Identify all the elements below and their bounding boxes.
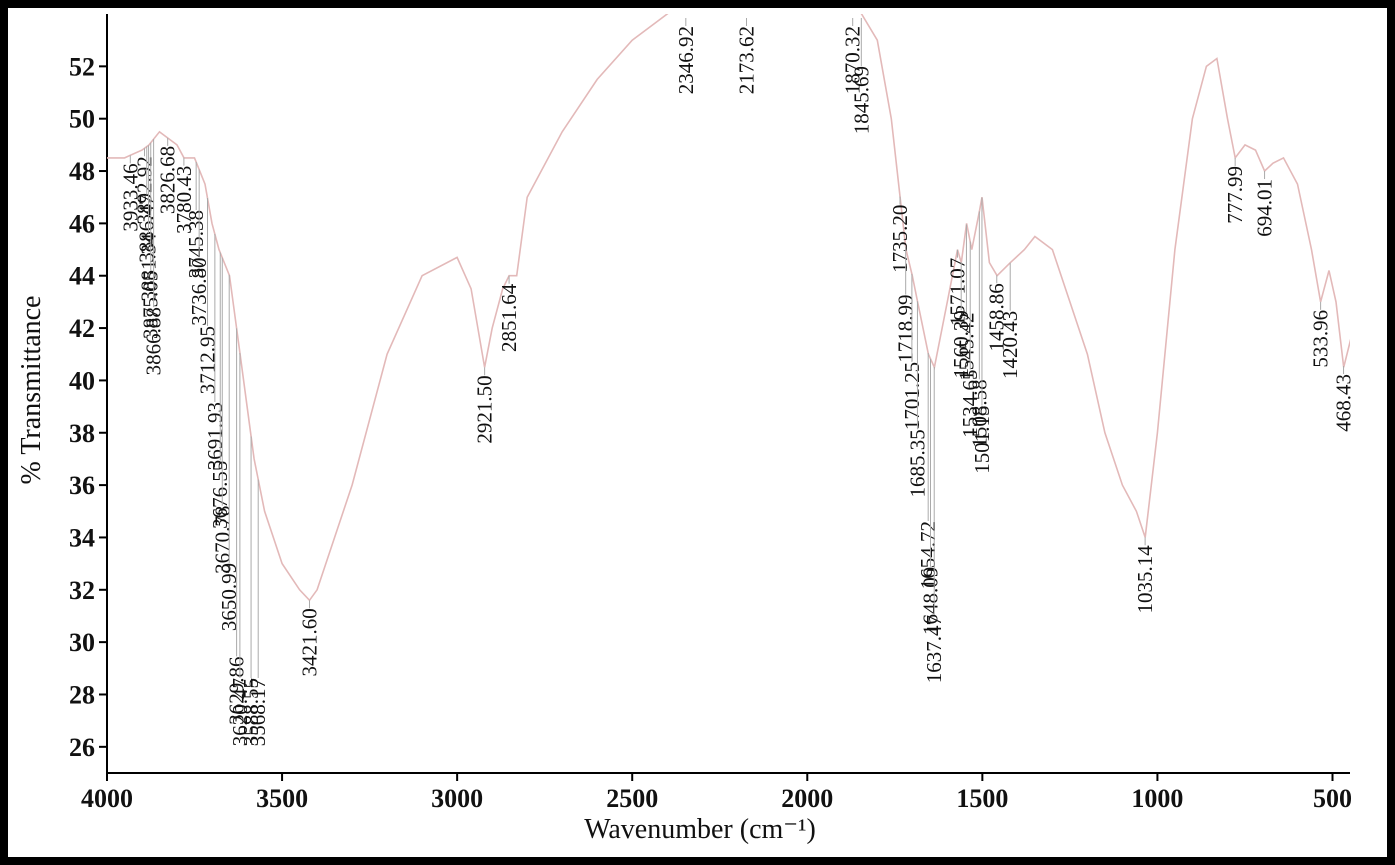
peak-label: 1560.39 [949,310,973,378]
x-tick-label: 1500 [956,784,1008,813]
peak-label: 3691.93 [203,402,227,470]
peak-label: 1654.72 [916,521,940,589]
y-tick-label: 36 [69,471,95,500]
peak-label: 3712.95 [196,326,220,394]
peak-label: 2921.50 [473,375,497,443]
peak-label: 3568.17 [246,678,270,746]
peak-label: 1735.20 [888,205,912,273]
y-tick-label: 28 [69,680,95,709]
peak-label: 2851.64 [497,283,521,352]
x-tick-label: 500 [1313,784,1352,813]
x-tick-label: 1000 [1131,784,1183,813]
peak-label: 3875.05 [139,271,163,339]
peak-label: 3629.86 [225,656,249,724]
peak-label: 777.99 [1223,166,1247,224]
peak-label: 468.43 [1332,374,1356,432]
peak-label: 1701.25 [900,362,924,430]
peak-label: 1685.35 [905,429,929,497]
peak-label: 3650.99 [217,563,241,631]
y-tick-label: 40 [69,366,95,395]
peak-label: 2346.92 [674,26,698,94]
peak-label: 3881.34 [137,233,161,302]
peak-label: 1420.43 [998,311,1022,379]
x-tick-label: 2500 [606,784,658,813]
y-tick-label: 38 [69,419,95,448]
peak-label: 1870.32 [841,26,865,94]
peak-label: 1545.42 [954,312,978,380]
peak-label: 1648.09 [918,567,942,635]
peak-label: 3780.43 [172,166,196,234]
peak-label: 1035.14 [1133,545,1157,614]
y-tick-label: 44 [69,262,95,291]
peak-label: 1508.58 [967,379,991,447]
y-tick-label: 50 [69,105,95,134]
peak-label: 1534.65 [958,369,982,437]
peak-label: 1458.86 [985,283,1009,351]
x-axis-label: Wavenumber (cm⁻¹) [584,814,816,845]
peak-label: 3670.78 [210,506,234,574]
peak-label: 1571.07 [945,258,969,326]
peak-label: 2173.62 [734,26,758,94]
x-tick-label: 3500 [256,784,308,813]
peak-label: 3620.47 [228,678,252,746]
y-tick-label: 52 [69,52,95,81]
peak-label: 3826.68 [156,146,180,214]
peak-label: 1845.69 [849,66,873,134]
peak-label: 694.01 [1253,179,1277,237]
y-tick-label: 46 [69,209,95,238]
y-tick-label: 30 [69,628,95,657]
y-tick-label: 42 [69,314,95,343]
peak-label: 1501.15 [970,405,994,473]
y-tick-label: 34 [69,523,95,552]
peak-label: 1718.99 [894,295,918,363]
peak-label: 3892.92 [132,156,156,224]
peak-label: 3421.60 [298,608,322,676]
peak-label: 533.96 [1309,310,1333,368]
y-axis-label: % Transmittance [16,296,47,485]
peak-label: 3933.46 [118,163,142,231]
y-tick-label: 48 [69,157,95,186]
x-tick-label: 3000 [431,784,483,813]
x-tick-label: 2000 [781,784,833,813]
peak-label: 3676.55 [208,461,232,529]
peak-label: 3588.55 [239,678,263,746]
y-tick-label: 26 [69,733,95,762]
peak-label: 1637.47 [922,615,946,683]
peak-label: 3745.38 [184,210,208,278]
x-tick-label: 4000 [81,784,133,813]
peak-label: 3866.88 [142,307,166,375]
peak-label: 3886.47 [135,195,159,263]
y-tick-label: 32 [69,576,95,605]
